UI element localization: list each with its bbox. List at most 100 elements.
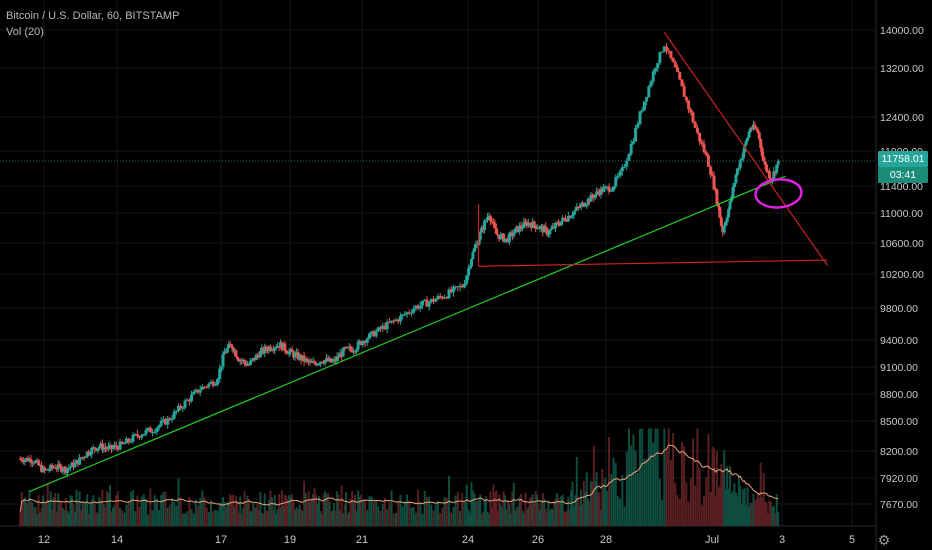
candle-body — [656, 63, 660, 69]
volume-bar — [428, 496, 431, 526]
candle-body — [698, 132, 702, 142]
candle-body — [383, 325, 387, 330]
volume-bar — [383, 498, 386, 526]
volume-bar — [260, 512, 263, 526]
volume-bar — [625, 451, 628, 526]
x-tick-label: 19 — [284, 534, 296, 546]
candle-body — [732, 183, 736, 188]
candle-body — [93, 447, 97, 450]
volume-bar — [307, 491, 310, 526]
candle-body — [220, 366, 224, 369]
candle-body — [762, 156, 766, 162]
volume-bar — [558, 501, 561, 526]
candle-body — [709, 166, 713, 175]
volume-bar — [749, 502, 752, 526]
volume-bar — [173, 502, 176, 526]
candle-body — [716, 204, 720, 208]
volume-bar — [726, 466, 729, 526]
volume-bar — [310, 497, 313, 526]
volume-bar — [768, 500, 771, 526]
volume-indicator-label[interactable]: Vol (20) — [6, 26, 44, 38]
volume-bar — [358, 496, 361, 526]
candle-body — [700, 141, 704, 144]
candle-body — [445, 297, 449, 299]
y-tick-label: 8800.00 — [880, 389, 918, 401]
candle-body — [385, 321, 389, 330]
volume-bar — [745, 505, 748, 526]
candle-body — [374, 331, 378, 337]
candle-body — [302, 355, 306, 362]
candle-body — [216, 379, 220, 385]
volume-bar — [533, 504, 536, 526]
volume-bar — [715, 450, 718, 526]
candle-body — [122, 443, 126, 445]
volume-bar — [98, 496, 101, 526]
candle-body — [58, 463, 62, 466]
candle-body — [583, 205, 587, 207]
candle-body — [353, 351, 357, 353]
gear-icon[interactable]: ⚙ — [877, 532, 891, 548]
candle-body — [247, 364, 251, 366]
volume-bar — [450, 512, 453, 526]
volume-bar — [291, 494, 294, 526]
volume-bar — [769, 501, 772, 526]
candle-body — [335, 356, 339, 362]
volume-bar — [392, 513, 395, 526]
candle-body — [737, 167, 741, 169]
x-tick-label: 12 — [38, 534, 50, 546]
volume-bar — [750, 503, 753, 526]
volume-bar — [328, 501, 331, 526]
candle-body — [203, 386, 207, 388]
volume-bar — [282, 505, 285, 526]
volume-bar — [95, 512, 98, 526]
volume-bar — [54, 493, 57, 526]
volume-bar — [312, 494, 315, 526]
volume-bar — [181, 513, 184, 526]
candle-body — [127, 438, 131, 442]
volume-bar — [205, 507, 208, 526]
volume-bar — [632, 434, 635, 526]
candle-body — [623, 166, 627, 168]
volume-bar — [538, 510, 541, 526]
volume-bar — [179, 497, 182, 526]
volume-bar — [584, 492, 587, 526]
candle-body — [638, 111, 642, 125]
candle-body — [651, 71, 655, 82]
candle-body — [55, 468, 59, 470]
volume-bar — [303, 480, 306, 526]
volume-bar — [696, 428, 699, 526]
candle-body — [612, 186, 616, 191]
candle-body — [645, 96, 649, 102]
candle-body — [329, 358, 333, 363]
candle-body — [484, 220, 488, 222]
candle-body — [331, 361, 335, 363]
volume-bar — [325, 493, 328, 526]
volume-bar — [123, 512, 126, 526]
candle-body — [776, 160, 780, 165]
volume-bar — [112, 507, 115, 526]
volume-bar — [92, 495, 95, 526]
volume-bar — [364, 499, 367, 526]
candle-body — [454, 286, 458, 288]
volume-bar — [201, 490, 204, 526]
candle-body — [30, 462, 34, 464]
volume-bar — [443, 497, 446, 526]
symbol-title[interactable]: Bitcoin / U.S. Dollar, 60, BITSTAMP — [6, 10, 180, 22]
candle-body — [566, 216, 570, 222]
volume-bar — [419, 501, 422, 526]
volume-bar — [595, 472, 598, 526]
candle-body — [146, 427, 150, 430]
candle-body — [221, 354, 225, 367]
y-tick-label: 9100.00 — [880, 362, 918, 374]
candle-body — [562, 217, 566, 219]
volume-bar — [554, 498, 557, 526]
volume-bar — [496, 510, 499, 526]
volume-bar — [49, 491, 52, 526]
candle-body — [589, 194, 593, 202]
candle-body — [673, 62, 677, 68]
candle-body — [398, 315, 402, 322]
volume-bar — [743, 488, 746, 526]
candle-body — [573, 209, 577, 212]
candle-body — [144, 429, 148, 435]
